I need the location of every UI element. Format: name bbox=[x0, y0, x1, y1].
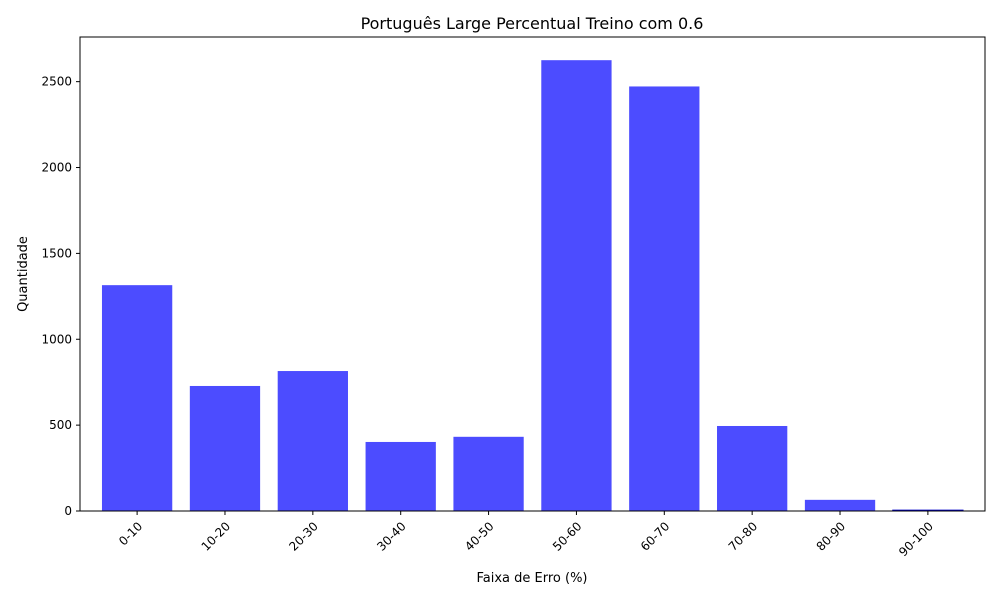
x-tick-label: 80-90 bbox=[814, 519, 849, 554]
chart-title: Português Large Percentual Treino com 0.… bbox=[361, 14, 704, 33]
x-tick-label: 70-80 bbox=[726, 519, 761, 554]
bars-group bbox=[101, 60, 964, 512]
bar-20-30 bbox=[277, 371, 348, 511]
bar-50-60 bbox=[541, 60, 612, 511]
x-tick-label: 0-10 bbox=[116, 519, 145, 548]
x-tick-label: 10-20 bbox=[199, 519, 234, 554]
x-tick-label: 20-30 bbox=[286, 519, 321, 554]
x-tick-label: 40-50 bbox=[462, 519, 497, 554]
y-tick-label: 2500 bbox=[41, 75, 72, 89]
x-axis-label: Faixa de Erro (%) bbox=[476, 571, 587, 586]
bar-30-40 bbox=[365, 441, 436, 511]
x-axis: 0-10 10-20 20-30 30-40 40-50 50-60 60-70 70-80 8… bbox=[116, 511, 936, 559]
bar-0-10 bbox=[101, 285, 173, 511]
y-tick-label: 500 bbox=[49, 418, 72, 432]
x-tick-label: 90-100 bbox=[896, 519, 936, 559]
x-tick-label: 30-40 bbox=[374, 519, 409, 554]
plot-frame bbox=[79, 36, 986, 512]
bar-60-70 bbox=[629, 86, 700, 511]
y-tick-label: 1500 bbox=[41, 246, 72, 260]
y-axis-label: Quantidade bbox=[16, 236, 31, 312]
y-axis: 0 500 1000 1500 2000 2500 bbox=[41, 75, 80, 518]
y-tick-label: 2000 bbox=[41, 161, 72, 175]
bar-80-90 bbox=[804, 499, 876, 511]
bar-70-80 bbox=[717, 425, 788, 511]
bar-40-50 bbox=[453, 436, 524, 511]
y-tick-label: 0 bbox=[64, 504, 72, 518]
x-tick-label: 50-60 bbox=[550, 519, 585, 554]
x-tick-label: 60-70 bbox=[638, 519, 673, 554]
bar-10-20 bbox=[189, 385, 261, 511]
y-tick-label: 1000 bbox=[41, 332, 72, 346]
